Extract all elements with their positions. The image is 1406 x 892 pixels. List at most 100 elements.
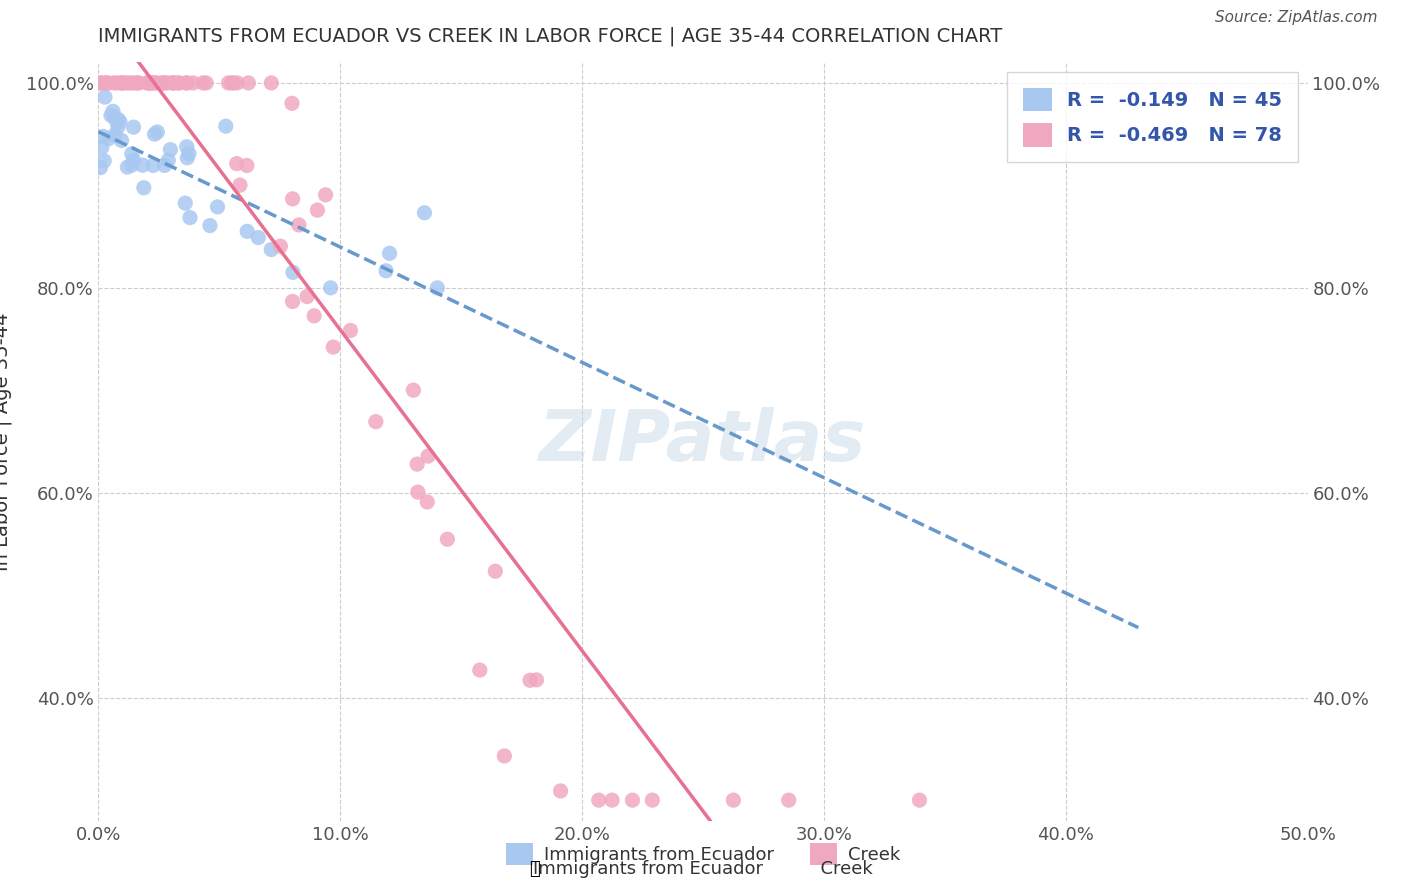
Point (181, 76, 204, 90)
Point (191, 76, 214, 90)
Point (406, 457, 429, 471)
Point (198, 219, 221, 233)
Point (152, 76, 174, 90)
Point (908, 793, 931, 807)
Point (226, 76, 249, 90)
Point (139, 76, 162, 90)
Point (238, 76, 260, 90)
Point (778, 793, 800, 807)
Point (221, 76, 243, 90)
Point (550, 784, 572, 798)
Point (295, 289, 318, 303)
Point (167, 76, 190, 90)
Point (108, 114, 131, 128)
Point (406, 485, 429, 500)
Point (103, 76, 125, 90)
Text: ⬜: ⬜ (529, 860, 540, 878)
Point (90, 76, 112, 90)
Point (641, 793, 664, 807)
Point (157, 153, 180, 168)
Point (281, 294, 304, 309)
Point (97, 76, 120, 90)
Point (176, 140, 198, 154)
Point (260, 76, 283, 90)
Point (104, 111, 127, 125)
Point (111, 76, 134, 90)
Text: Immigrants from Ecuador          Creek: Immigrants from Ecuador Creek (533, 860, 873, 878)
Legend: Immigrants from Ecuador, Creek: Immigrants from Ecuador, Creek (499, 836, 907, 872)
Point (122, 153, 145, 168)
Point (416, 449, 439, 463)
Point (218, 76, 240, 90)
Point (121, 76, 143, 90)
Point (319, 281, 342, 295)
Point (378, 246, 401, 260)
Point (176, 151, 198, 165)
Point (413, 206, 436, 220)
Point (136, 76, 159, 90)
Point (281, 265, 304, 279)
Point (143, 76, 166, 90)
Point (104, 128, 127, 142)
Point (339, 323, 361, 337)
Point (307, 203, 329, 218)
Point (96, 76, 118, 90)
Point (94, 90, 117, 104)
Point (247, 230, 270, 244)
Point (127, 76, 149, 90)
Point (176, 76, 198, 90)
Point (322, 340, 344, 354)
Point (97, 132, 120, 146)
Point (177, 146, 200, 161)
Point (136, 76, 159, 90)
Point (236, 224, 259, 238)
Point (94, 76, 117, 90)
Point (225, 156, 247, 170)
Point (141, 76, 163, 90)
Point (167, 76, 190, 90)
Point (100, 108, 122, 122)
Point (269, 239, 291, 253)
Point (112, 76, 135, 90)
Point (494, 748, 516, 763)
Point (142, 158, 165, 172)
Point (621, 793, 644, 807)
Point (146, 125, 169, 139)
Point (426, 281, 449, 295)
Point (101, 104, 124, 119)
Point (281, 192, 304, 206)
Text: IMMIGRANTS FROM ECUADOR VS CREEK IN LABOR FORCE | AGE 35-44 CORRELATION CHART: IMMIGRANTS FROM ECUADOR VS CREEK IN LABO… (98, 27, 1002, 46)
Point (143, 127, 166, 141)
Point (375, 264, 398, 278)
Point (145, 76, 167, 90)
Point (588, 793, 610, 807)
Point (131, 158, 153, 172)
Text: ZIPatlas: ZIPatlas (540, 407, 866, 476)
Point (89, 76, 111, 90)
Point (162, 76, 184, 90)
Point (163, 76, 186, 90)
Point (436, 532, 458, 546)
Point (281, 96, 304, 111)
Point (107, 112, 129, 127)
Point (124, 76, 146, 90)
Point (519, 673, 541, 688)
Point (121, 146, 143, 161)
Point (402, 383, 425, 397)
Point (215, 119, 238, 133)
Point (315, 187, 337, 202)
Point (90, 140, 112, 154)
Point (105, 114, 128, 128)
Point (600, 793, 623, 807)
Point (416, 495, 439, 509)
Point (288, 218, 311, 232)
Point (526, 673, 548, 687)
Point (153, 158, 176, 172)
Point (118, 76, 141, 90)
Point (115, 76, 138, 90)
Point (260, 243, 283, 257)
Point (174, 76, 197, 90)
Point (122, 120, 145, 135)
Point (236, 158, 259, 172)
Point (138, 76, 160, 90)
